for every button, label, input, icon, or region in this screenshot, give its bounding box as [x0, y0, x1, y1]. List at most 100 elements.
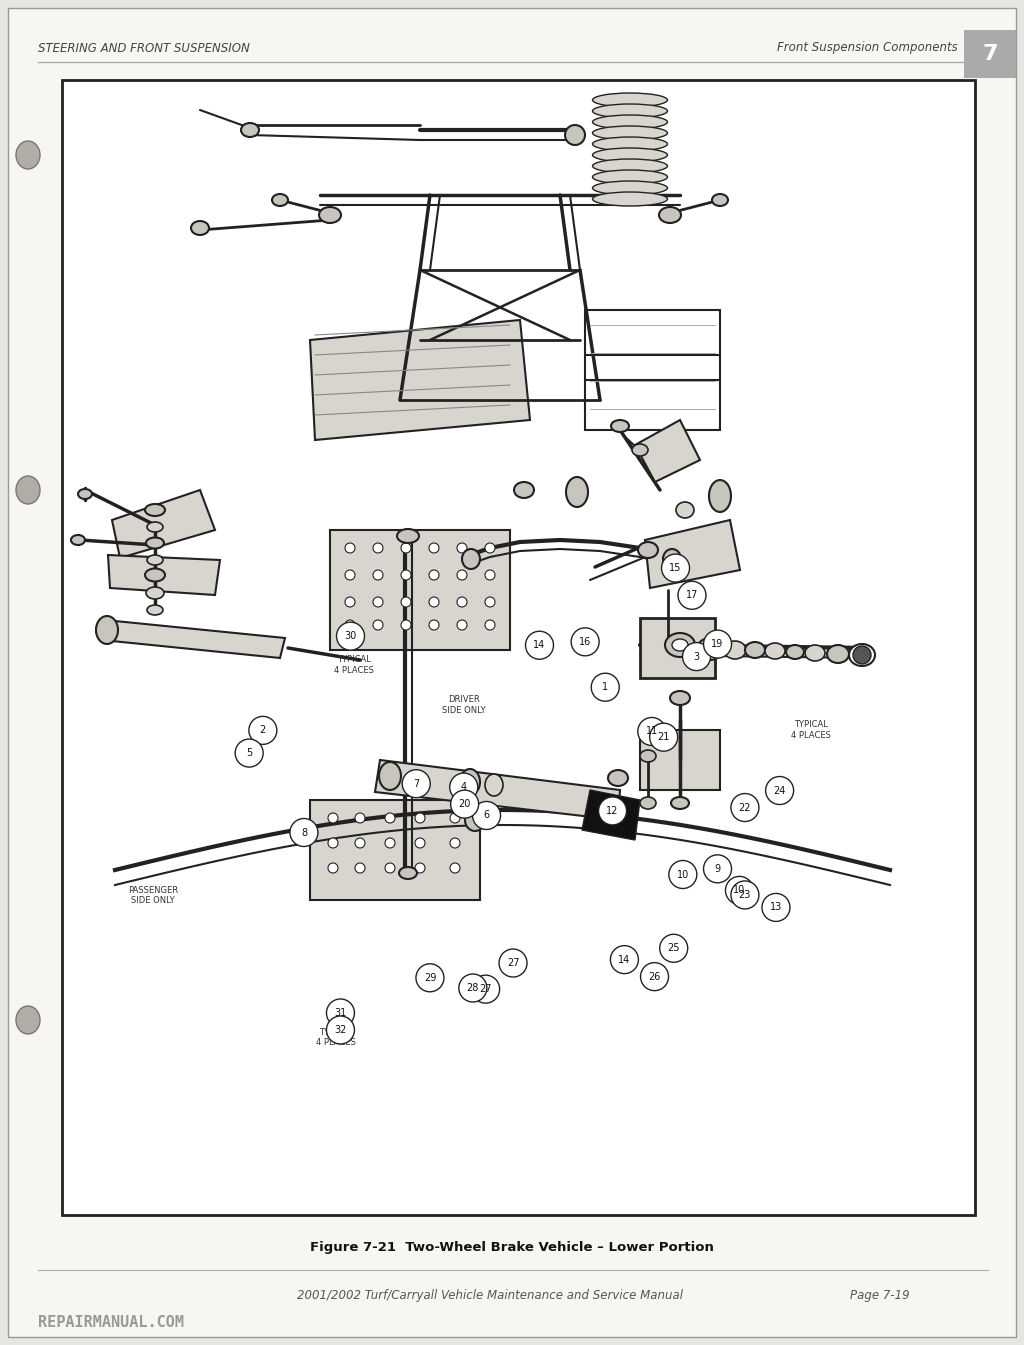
Circle shape	[457, 597, 467, 607]
Ellipse shape	[593, 192, 668, 206]
Text: 12: 12	[606, 806, 618, 816]
Ellipse shape	[670, 691, 690, 705]
Circle shape	[669, 861, 697, 889]
Text: 27: 27	[479, 985, 492, 994]
Circle shape	[641, 963, 669, 991]
Text: TYPICAL
4 PLACES: TYPICAL 4 PLACES	[316, 1028, 355, 1048]
Circle shape	[345, 597, 355, 607]
Ellipse shape	[593, 137, 668, 151]
Circle shape	[327, 1015, 354, 1044]
Text: 10: 10	[677, 869, 689, 880]
Text: 29: 29	[424, 972, 436, 983]
Text: 15: 15	[670, 564, 682, 573]
Ellipse shape	[712, 194, 728, 206]
Polygon shape	[375, 760, 620, 820]
Bar	[640, 730, 720, 790]
Circle shape	[373, 543, 383, 553]
Ellipse shape	[16, 1006, 40, 1034]
Text: 26: 26	[648, 971, 660, 982]
Ellipse shape	[96, 616, 118, 644]
Ellipse shape	[593, 182, 668, 195]
Ellipse shape	[786, 646, 804, 659]
Circle shape	[610, 946, 638, 974]
Circle shape	[451, 790, 478, 818]
Text: REPAIRMANUAL.COM: REPAIRMANUAL.COM	[38, 1315, 184, 1330]
Circle shape	[472, 975, 500, 1003]
Text: 2: 2	[260, 725, 266, 736]
Bar	[330, 530, 510, 650]
Ellipse shape	[146, 586, 164, 599]
Circle shape	[355, 838, 365, 847]
Polygon shape	[585, 309, 720, 430]
Ellipse shape	[827, 646, 849, 663]
Ellipse shape	[455, 791, 475, 808]
Circle shape	[678, 581, 706, 609]
Ellipse shape	[96, 619, 114, 642]
Ellipse shape	[849, 644, 874, 666]
Circle shape	[402, 769, 430, 798]
Circle shape	[762, 893, 790, 921]
Circle shape	[450, 812, 460, 823]
Polygon shape	[582, 790, 640, 841]
Ellipse shape	[147, 555, 163, 565]
Circle shape	[429, 597, 439, 607]
Bar	[964, 30, 1016, 78]
Text: STEERING AND FRONT SUSPENSION: STEERING AND FRONT SUSPENSION	[38, 42, 250, 55]
Circle shape	[591, 674, 620, 701]
Circle shape	[345, 570, 355, 580]
Circle shape	[328, 838, 338, 847]
Ellipse shape	[665, 633, 695, 656]
Text: 21: 21	[657, 732, 670, 742]
Ellipse shape	[593, 126, 668, 140]
Circle shape	[429, 570, 439, 580]
Circle shape	[337, 623, 365, 650]
Circle shape	[401, 570, 411, 580]
Circle shape	[327, 999, 354, 1028]
Circle shape	[401, 597, 411, 607]
Ellipse shape	[672, 639, 688, 651]
Text: 1: 1	[602, 682, 608, 693]
Circle shape	[459, 974, 486, 1002]
Ellipse shape	[565, 125, 585, 145]
Text: Front Suspension Components: Front Suspension Components	[777, 42, 958, 55]
Ellipse shape	[399, 868, 417, 880]
Circle shape	[683, 643, 711, 671]
Circle shape	[853, 646, 871, 664]
Circle shape	[649, 724, 678, 751]
Ellipse shape	[611, 420, 629, 432]
Circle shape	[457, 543, 467, 553]
Ellipse shape	[78, 490, 92, 499]
Bar	[62, 79, 975, 1215]
Ellipse shape	[593, 169, 668, 184]
Ellipse shape	[147, 605, 163, 615]
Ellipse shape	[147, 522, 163, 533]
Circle shape	[415, 863, 425, 873]
Circle shape	[485, 597, 495, 607]
Circle shape	[725, 877, 754, 904]
Ellipse shape	[593, 159, 668, 174]
Text: 8: 8	[301, 827, 307, 838]
Circle shape	[450, 773, 478, 802]
Ellipse shape	[659, 207, 681, 223]
Text: 32: 32	[334, 1025, 347, 1036]
Text: 9: 9	[715, 863, 721, 874]
Text: 30: 30	[344, 631, 356, 642]
Circle shape	[373, 597, 383, 607]
Text: 19: 19	[712, 639, 724, 650]
Ellipse shape	[593, 93, 668, 108]
Ellipse shape	[16, 476, 40, 504]
Circle shape	[638, 717, 666, 745]
Text: 14: 14	[618, 955, 631, 964]
Ellipse shape	[593, 116, 668, 129]
Text: TYPICAL
4 PLACES: TYPICAL 4 PLACES	[791, 720, 830, 740]
Circle shape	[766, 776, 794, 804]
Text: 11: 11	[646, 726, 658, 737]
Circle shape	[373, 570, 383, 580]
Circle shape	[450, 838, 460, 847]
Circle shape	[236, 738, 263, 767]
Ellipse shape	[745, 642, 765, 658]
Text: 14: 14	[534, 640, 546, 650]
Circle shape	[328, 863, 338, 873]
Ellipse shape	[397, 529, 419, 543]
Ellipse shape	[319, 207, 341, 223]
